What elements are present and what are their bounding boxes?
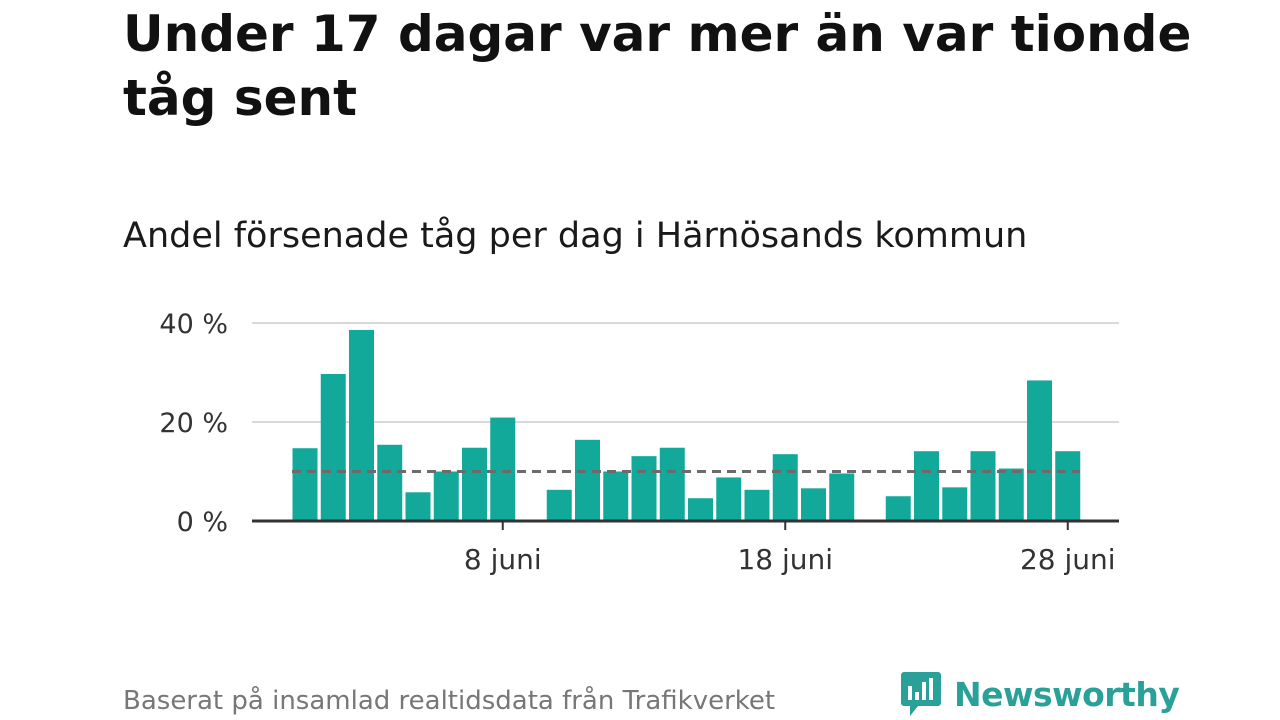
x-tick-labels: 8 juni 18 juni 28 juni xyxy=(464,521,1116,576)
newsworthy-logo-text: Newsworthy xyxy=(954,674,1180,714)
bar xyxy=(914,451,939,521)
bar xyxy=(433,471,459,521)
bar xyxy=(885,496,911,521)
bar xyxy=(405,492,431,521)
bar xyxy=(998,468,1024,521)
chart-subtitle: Andel försenade tåg per dag i Härnösands… xyxy=(123,216,1028,256)
bar xyxy=(1027,380,1052,521)
bar xyxy=(575,439,600,521)
bar xyxy=(603,471,629,521)
bar xyxy=(772,454,798,521)
y-tick-labels: 0 % 20 % 40 % xyxy=(159,309,228,538)
bar xyxy=(829,473,855,521)
x-tick-label: 28 juni xyxy=(1020,543,1116,576)
newsworthy-logo-icon xyxy=(901,672,941,716)
bar xyxy=(546,489,572,521)
bar xyxy=(320,373,346,521)
x-tick-label: 8 juni xyxy=(464,543,542,576)
bar xyxy=(970,451,996,521)
bars xyxy=(292,329,1081,521)
bar xyxy=(631,456,657,521)
bar xyxy=(377,444,403,521)
bar xyxy=(1055,451,1081,521)
y-tick-label: 20 % xyxy=(159,408,228,439)
bar xyxy=(659,447,685,521)
bar xyxy=(462,447,487,521)
source-note: Baserat på insamlad realtidsdata från Tr… xyxy=(123,686,776,716)
bar xyxy=(292,448,318,521)
bar xyxy=(942,487,968,521)
gridlines xyxy=(252,322,1119,423)
bar xyxy=(349,329,374,521)
y-tick-label: 40 % xyxy=(159,309,228,340)
bar xyxy=(716,477,742,521)
bar xyxy=(744,489,770,521)
newsworthy-logo[interactable]: Newsworthy xyxy=(900,670,1180,718)
x-tick-label: 18 juni xyxy=(737,543,833,576)
bar xyxy=(801,488,826,521)
y-tick-label: 0 % xyxy=(177,507,228,538)
chart-title: Under 17 dagar var mer än var tionde tåg… xyxy=(123,5,1192,127)
bar xyxy=(490,417,516,521)
bar xyxy=(688,498,713,521)
